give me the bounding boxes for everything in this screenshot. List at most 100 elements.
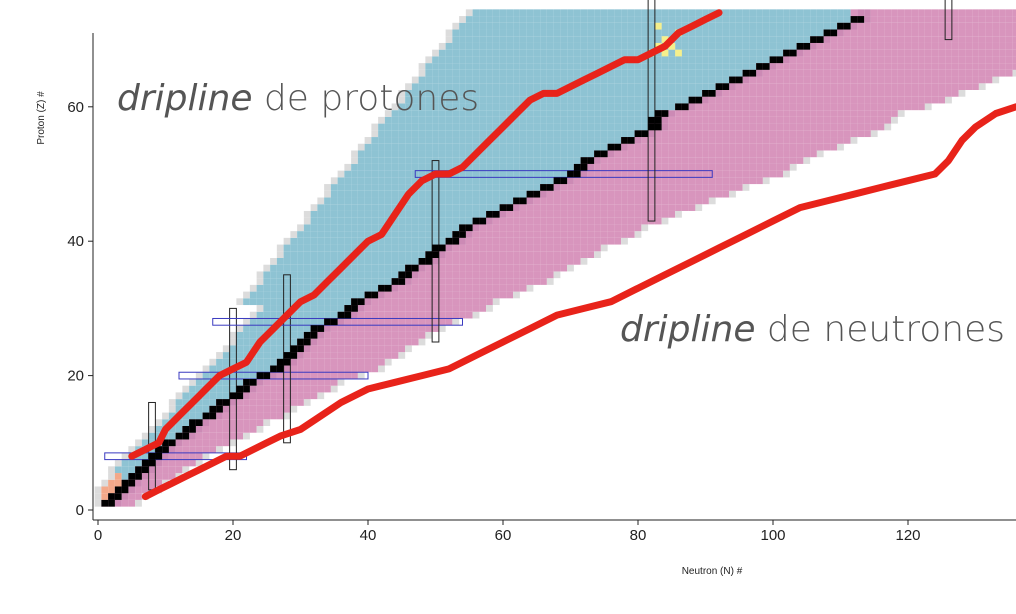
isotope-cell	[303, 278, 311, 285]
isotope-cell	[324, 305, 331, 312]
isotope-cell	[519, 231, 527, 238]
stable-isotope	[776, 56, 784, 64]
isotope-cell	[405, 96, 412, 104]
isotope-cell	[351, 271, 358, 279]
isotope-cell	[330, 352, 338, 359]
isotope-cell	[371, 345, 379, 353]
isotope-cell	[540, 271, 547, 279]
isotope-cell	[607, 36, 615, 43]
isotope-cell	[492, 63, 500, 70]
isotope-cell	[675, 157, 682, 164]
isotope-cell	[810, 9, 817, 17]
isotope-cell	[884, 69, 892, 77]
isotope-cell	[222, 439, 230, 447]
isotope-cell	[627, 210, 635, 218]
isotope-cell	[560, 217, 568, 225]
isotope-cell	[823, 110, 831, 117]
isotope-cell	[351, 210, 358, 218]
isotope-cell	[742, 76, 750, 84]
isotope-cell	[816, 29, 824, 37]
isotope-cell	[668, 76, 676, 84]
isotope-cell	[567, 143, 574, 151]
isotope-cell	[661, 56, 669, 64]
isotope-cell	[594, 204, 601, 211]
isotope-cell	[452, 56, 460, 64]
isotope-cell	[438, 305, 446, 312]
isotope-cell	[681, 170, 689, 178]
isotope-cell	[681, 137, 689, 144]
isotope-cell	[533, 258, 541, 265]
isotope-cell	[324, 358, 331, 366]
isotope-cell	[297, 258, 304, 265]
stable-isotope	[310, 325, 318, 332]
isotope-cell	[330, 305, 338, 312]
isotope-cell	[472, 177, 480, 185]
isotope-cell	[722, 137, 730, 144]
isotope-cell	[951, 16, 959, 23]
isotope-cell	[837, 29, 844, 37]
isotope-cell	[290, 244, 298, 252]
isotope-cell	[749, 22, 757, 30]
isotope-cell	[384, 130, 392, 138]
isotope-cell	[985, 42, 993, 50]
isotope-cell	[877, 56, 885, 64]
isotope-cell	[648, 16, 655, 23]
isotope-cell	[823, 9, 831, 17]
isotope-cell	[560, 49, 568, 57]
isotope-cell	[681, 150, 689, 158]
isotope-cell	[803, 22, 811, 30]
isotope-cell	[290, 358, 298, 366]
isotope-cell	[803, 36, 811, 43]
isotope-cell	[864, 29, 871, 37]
isotope-cell	[729, 49, 736, 57]
isotope-cell	[546, 42, 554, 50]
isotope-cell	[499, 103, 507, 111]
isotope-cell	[141, 486, 149, 494]
isotope-cell	[891, 49, 898, 57]
isotope-cell	[432, 278, 439, 285]
isotope-cell	[992, 9, 1000, 17]
isotope-cell	[695, 56, 703, 64]
isotope-cell	[418, 137, 426, 144]
isotope-cell	[344, 352, 352, 359]
isotope-cell	[371, 352, 379, 359]
isotope-cell	[999, 63, 1006, 70]
isotope-cell	[472, 137, 480, 144]
stable-isotope	[121, 486, 129, 494]
isotope-cell	[398, 157, 406, 164]
isotope-cell	[654, 69, 662, 77]
isotope-cell	[499, 143, 507, 151]
isotope-cell	[958, 76, 966, 84]
isotope-cell	[459, 251, 466, 258]
isotope-cell	[891, 110, 898, 117]
isotope-cell	[877, 36, 885, 43]
isotope-cell	[236, 412, 244, 420]
isotope-cell	[621, 63, 628, 70]
isotope-cell	[337, 258, 345, 265]
isotope-cell	[411, 278, 419, 285]
isotope-cell	[837, 63, 844, 70]
isotope-cell	[445, 123, 453, 131]
isotope-cell	[398, 258, 406, 265]
isotope-cell	[891, 63, 898, 70]
stable-isotope	[202, 412, 210, 420]
isotope-cell	[796, 96, 804, 104]
isotope-cell	[371, 157, 379, 164]
isotope-cell	[378, 318, 385, 326]
isotope-cell	[506, 9, 514, 17]
isotope-cell	[432, 224, 439, 232]
isotope-cell	[972, 42, 979, 50]
isotope-cell	[918, 83, 925, 90]
isotope-cell	[573, 9, 581, 17]
isotope-cell	[330, 345, 338, 353]
isotope-cell	[364, 143, 372, 151]
isotope-cell	[472, 9, 480, 17]
isotope-cell	[256, 331, 264, 339]
stable-isotope	[472, 217, 480, 225]
isotope-cell	[438, 103, 446, 111]
isotope-cell	[479, 130, 487, 138]
isotope-cell	[614, 103, 622, 111]
isotope-cell	[499, 190, 507, 198]
isotope-cell	[465, 69, 473, 77]
isotope-cell	[384, 264, 392, 272]
